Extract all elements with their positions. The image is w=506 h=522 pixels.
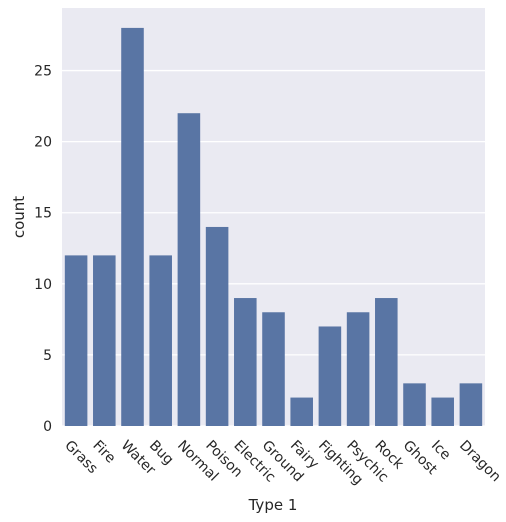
y-tick-label-5: 25 [34,64,52,80]
bar-poison [205,226,229,426]
bar-fairy [290,397,313,426]
y-tick-labels: 0 5 10 15 20 25 [34,64,52,435]
bars [64,27,483,427]
bar-dragon [459,383,483,426]
y-tick-label-2: 10 [34,277,52,293]
y-tick-label-4: 20 [34,135,52,151]
bar-fighting [318,326,342,426]
y-tick-label-0: 0 [43,419,52,435]
bar-fire [93,255,116,426]
bar-grass [64,255,88,426]
bar-ground [262,312,285,426]
bar-electric [234,298,257,426]
y-axis-label: count [10,196,28,238]
y-tick-label-1: 5 [43,348,52,364]
bar-psychic [346,312,370,426]
bar-rock [375,298,398,426]
bar-ghost [403,383,426,426]
x-axis-label: Type 1 [248,496,298,514]
bar-water [121,27,144,427]
y-tick-label-3: 15 [34,206,52,222]
x-tick-label-dragon: Dragon [456,438,504,486]
bar-normal [177,113,201,427]
bar-bug [149,255,172,426]
bar-ice [431,397,454,426]
